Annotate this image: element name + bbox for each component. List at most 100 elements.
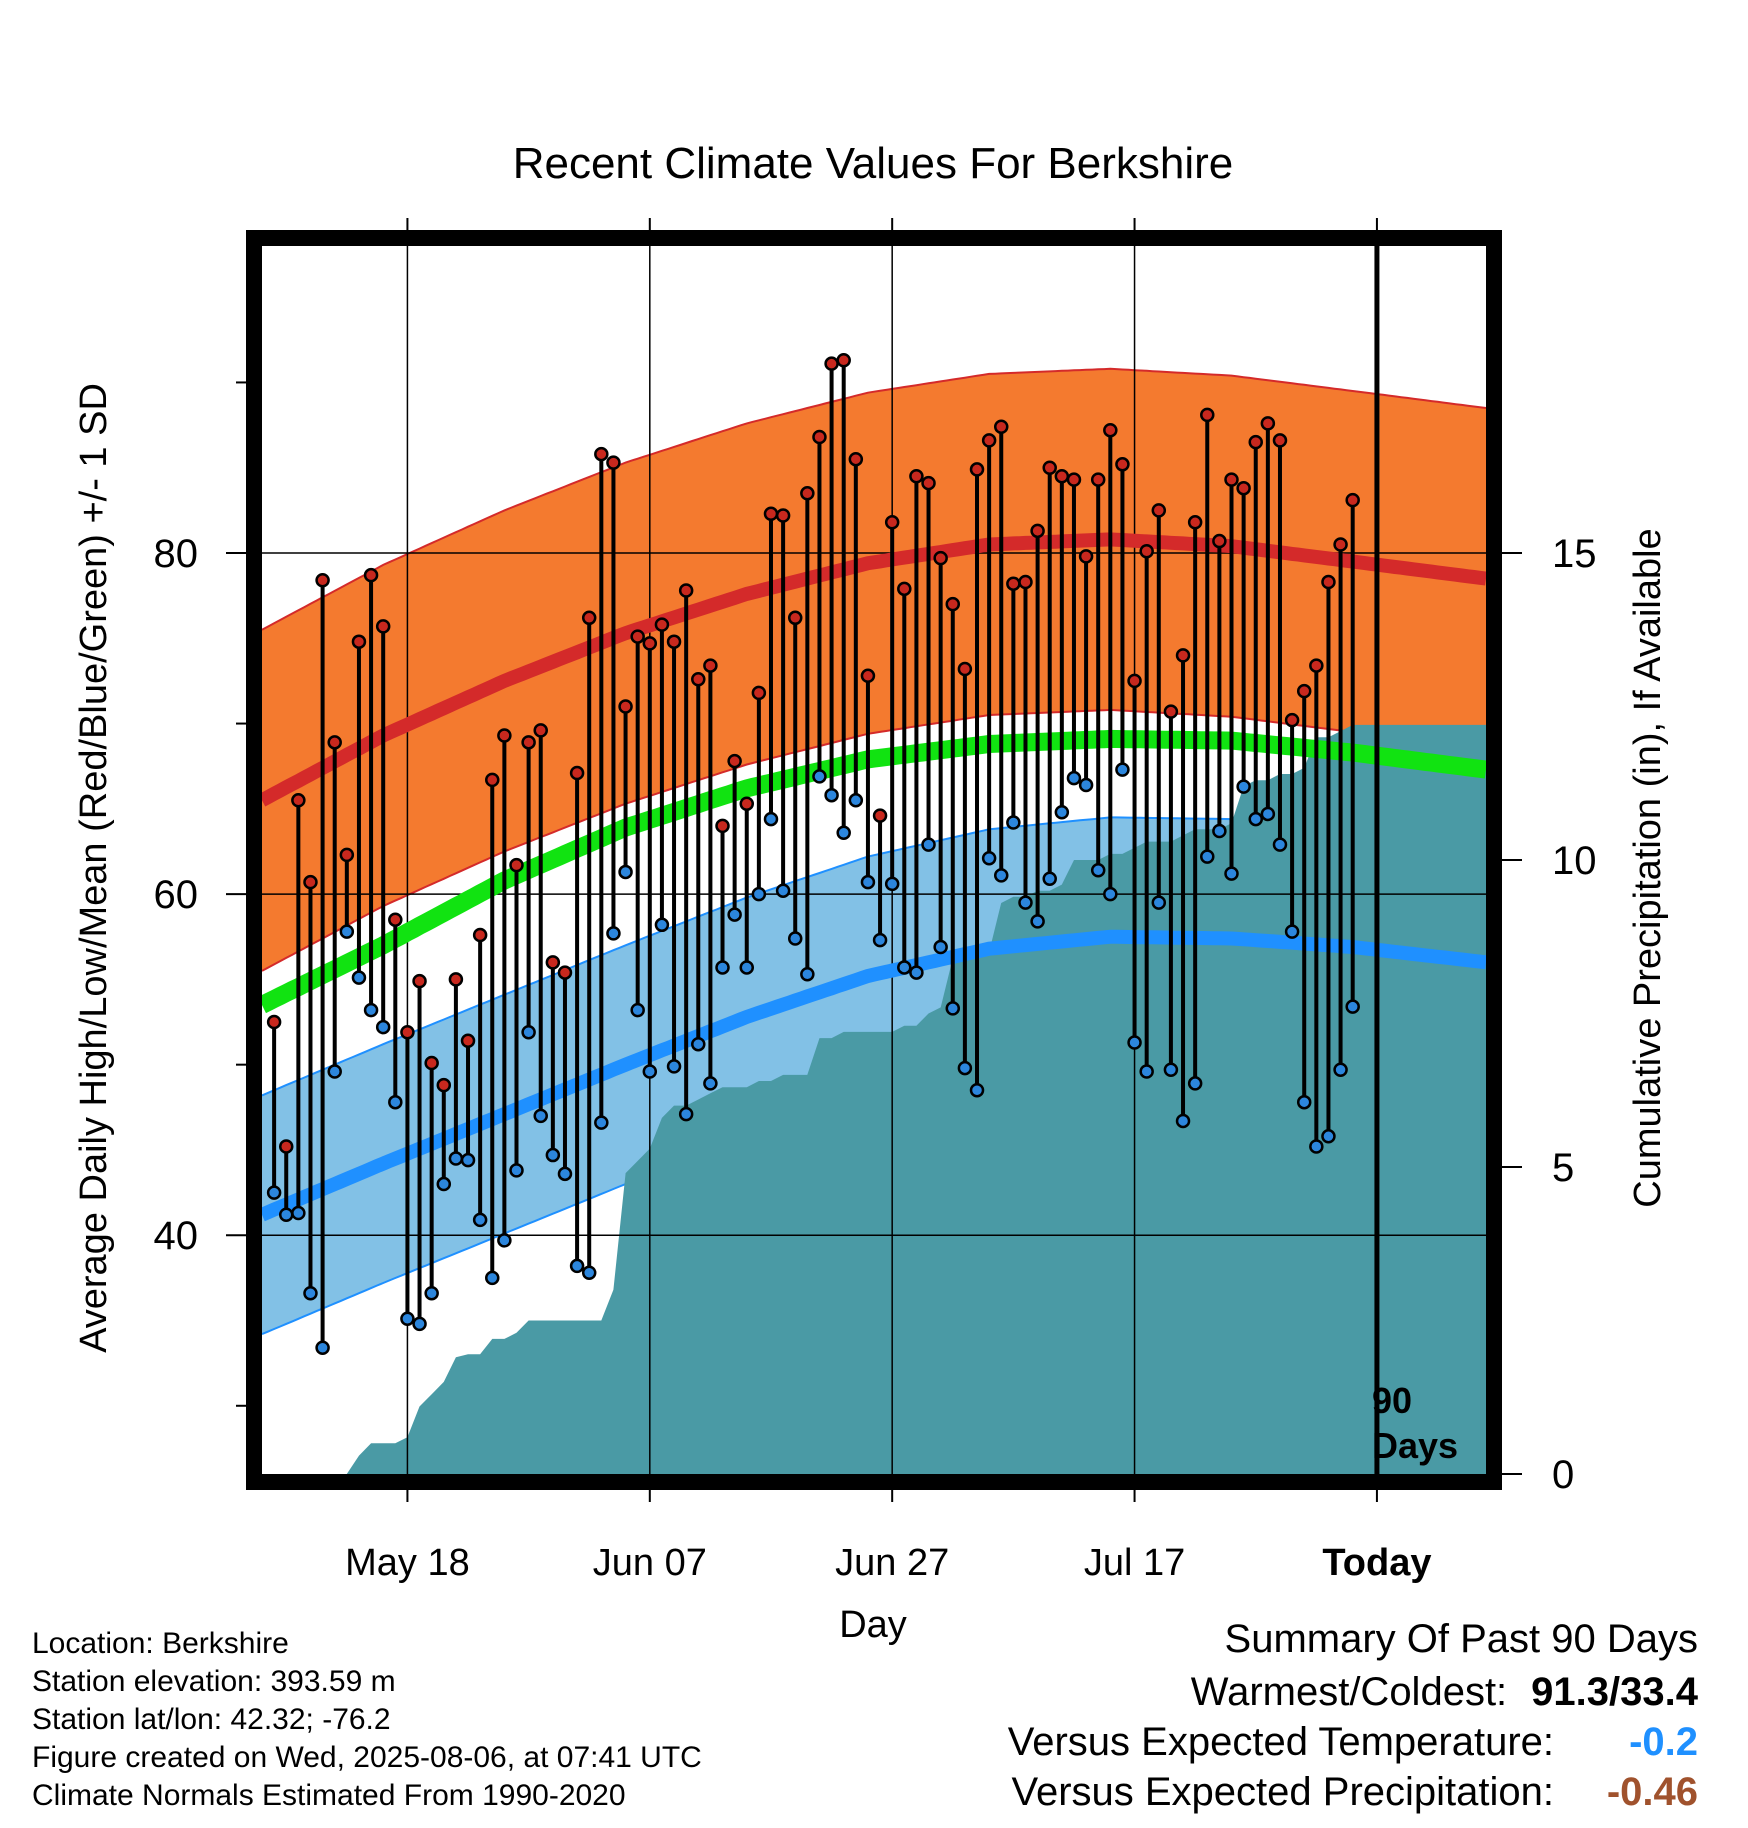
y-axis-title: Average Daily High/Low/Mean (Red/Blue/Gr… — [73, 383, 115, 1353]
daily-low-point — [388, 1094, 403, 1110]
daily-high-point — [1212, 533, 1227, 549]
daily-high-point — [485, 772, 500, 788]
daily-low-point — [884, 876, 900, 892]
daily-low-point — [1163, 1062, 1179, 1078]
daily-high-point — [497, 728, 512, 743]
daily-high-point — [1115, 457, 1130, 472]
daily-low-point — [751, 886, 767, 902]
daily-high-point — [824, 356, 839, 371]
warmest-label: Warmest/Coldest: — [1190, 1670, 1508, 1714]
daily-high-point — [1296, 683, 1312, 699]
summary-warmest: Warmest/Coldest: 91.3/33.4 — [1191, 1670, 1698, 1715]
daily-low-point — [1212, 823, 1227, 839]
daily-high-point — [848, 451, 864, 467]
daily-low-point — [412, 1316, 427, 1332]
daily-high-point — [812, 429, 827, 445]
daily-points — [266, 353, 1360, 1356]
daily-high-point — [1236, 480, 1251, 496]
daily-low-point — [1248, 811, 1263, 827]
daily-high-point — [739, 796, 755, 811]
summary-temperature: Versus Expected Temperature: -0.2 — [1008, 1720, 1698, 1765]
daily-low-point — [848, 793, 864, 808]
daily-high-point — [448, 972, 464, 987]
daily-high-point — [266, 1014, 282, 1030]
daily-high-point — [993, 419, 1009, 435]
daily-high-point — [1054, 469, 1070, 484]
daily-high-point — [1163, 704, 1179, 719]
daily-range-stems — [272, 360, 1355, 1348]
daily-high-point — [630, 629, 645, 644]
daily-low-point — [715, 960, 730, 975]
cumulative-precip-area — [262, 724, 1486, 1474]
daily-low-point — [739, 960, 755, 975]
daily-low-point — [351, 970, 367, 985]
daily-low-point — [303, 1285, 318, 1301]
summary-title: Summary Of Past 90 Days — [1224, 1617, 1698, 1661]
daily-low-point — [1272, 837, 1288, 852]
daily-high-point — [1127, 673, 1142, 689]
daily-high-point — [872, 808, 888, 823]
x-tick-label: Jun 07 — [593, 1542, 707, 1584]
x-tick-label: May 18 — [345, 1542, 470, 1584]
daily-low-point — [1127, 1035, 1142, 1050]
daily-high-point — [678, 583, 694, 598]
daily-high-point — [800, 486, 815, 501]
daily-low-point — [1042, 871, 1057, 887]
daily-high-point — [327, 735, 342, 750]
daily-low-point — [327, 1064, 342, 1079]
daily-high-point — [1175, 648, 1191, 663]
daily-low-point — [1224, 866, 1239, 881]
daily-low-point — [921, 837, 936, 852]
daily-high-point — [691, 671, 706, 687]
daily-high-point — [1139, 544, 1154, 559]
daily-high-point — [594, 446, 609, 462]
daily-high-point — [1284, 712, 1300, 728]
daily-high-point — [472, 927, 488, 943]
daily-high-point — [315, 573, 330, 588]
daily-low-point — [1078, 777, 1094, 793]
daily-low-point — [375, 1019, 391, 1035]
y2-tick-label: 10 — [1552, 839, 1597, 883]
summary-precipitation: Versus Expected Precipitation: -0.46 — [1011, 1770, 1698, 1815]
daily-low-point — [533, 1108, 548, 1124]
normal-low-line — [259, 929, 1487, 1222]
daily-high-point — [909, 469, 924, 484]
daily-low-point — [448, 1151, 464, 1166]
daily-low-point — [812, 769, 827, 784]
daily-high-point — [860, 668, 876, 684]
elevation-text: Station elevation: 393.59 m — [32, 1665, 396, 1698]
daily-low-point — [569, 1258, 585, 1274]
daily-low-point — [1321, 1129, 1336, 1144]
location-text: Location: Berkshire — [32, 1627, 289, 1660]
daily-low-point — [775, 883, 791, 898]
daily-high-point — [1006, 576, 1021, 591]
daily-high-point — [727, 753, 742, 769]
daily-low-point — [1115, 762, 1130, 777]
daily-high-point — [1248, 434, 1263, 450]
daily-high-point — [569, 765, 585, 781]
daily-low-point — [969, 1083, 985, 1098]
daily-low-point — [1018, 895, 1033, 910]
daily-high-point — [703, 658, 718, 673]
daily-low-point — [291, 1205, 306, 1221]
daily-low-point — [1345, 999, 1360, 1014]
daily-high-point — [351, 634, 367, 649]
high-band-lower-edge — [261, 708, 1487, 972]
daily-low-point — [1139, 1064, 1154, 1079]
created-text: Figure created on Wed, 2025-08-06, at 07… — [32, 1741, 702, 1774]
daily-low-point — [1200, 849, 1215, 864]
daily-high-point — [775, 508, 791, 523]
temp-label: Versus Expected Temperature: — [1007, 1720, 1554, 1764]
daily-high-point — [1018, 574, 1033, 590]
daily-low-point — [1030, 914, 1045, 929]
daily-high-point — [751, 685, 767, 701]
daily-low-point — [400, 1311, 415, 1327]
daily-low-point — [703, 1076, 718, 1091]
daily-high-point — [618, 699, 633, 714]
daily-low-point — [1284, 924, 1300, 939]
daily-low-point — [1151, 895, 1167, 910]
daily-high-point — [557, 965, 573, 980]
daily-high-point — [509, 857, 524, 873]
y-tick-label: 60 — [154, 873, 199, 917]
